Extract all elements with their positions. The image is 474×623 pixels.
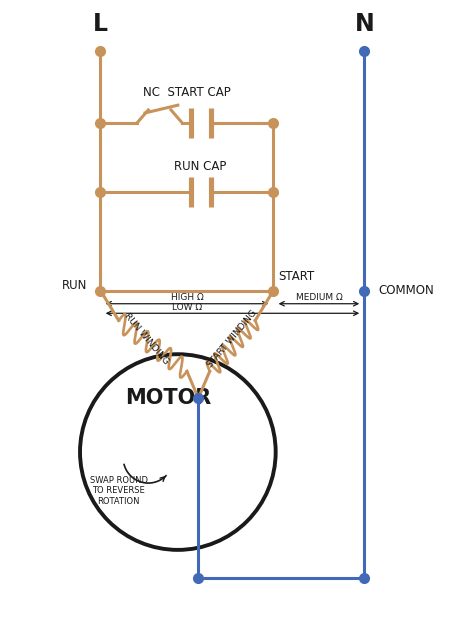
Text: RUN CAP: RUN CAP — [174, 159, 227, 173]
Text: MOTOR: MOTOR — [126, 388, 212, 408]
Text: LOW Ω: LOW Ω — [172, 303, 202, 312]
Text: RUN WINDING: RUN WINDING — [122, 311, 170, 366]
Text: RUN: RUN — [62, 279, 87, 292]
Text: MEDIUM Ω: MEDIUM Ω — [295, 293, 342, 302]
Text: START WINDING: START WINDING — [206, 308, 259, 369]
Text: NC  START CAP: NC START CAP — [143, 86, 231, 99]
Text: COMMON: COMMON — [378, 284, 434, 297]
Text: SWAP ROUND
TO REVERSE
ROTATION: SWAP ROUND TO REVERSE ROTATION — [90, 476, 148, 506]
Text: HIGH Ω: HIGH Ω — [171, 293, 203, 302]
Text: START: START — [278, 270, 314, 283]
Text: L: L — [93, 12, 108, 36]
Text: N: N — [355, 12, 374, 36]
